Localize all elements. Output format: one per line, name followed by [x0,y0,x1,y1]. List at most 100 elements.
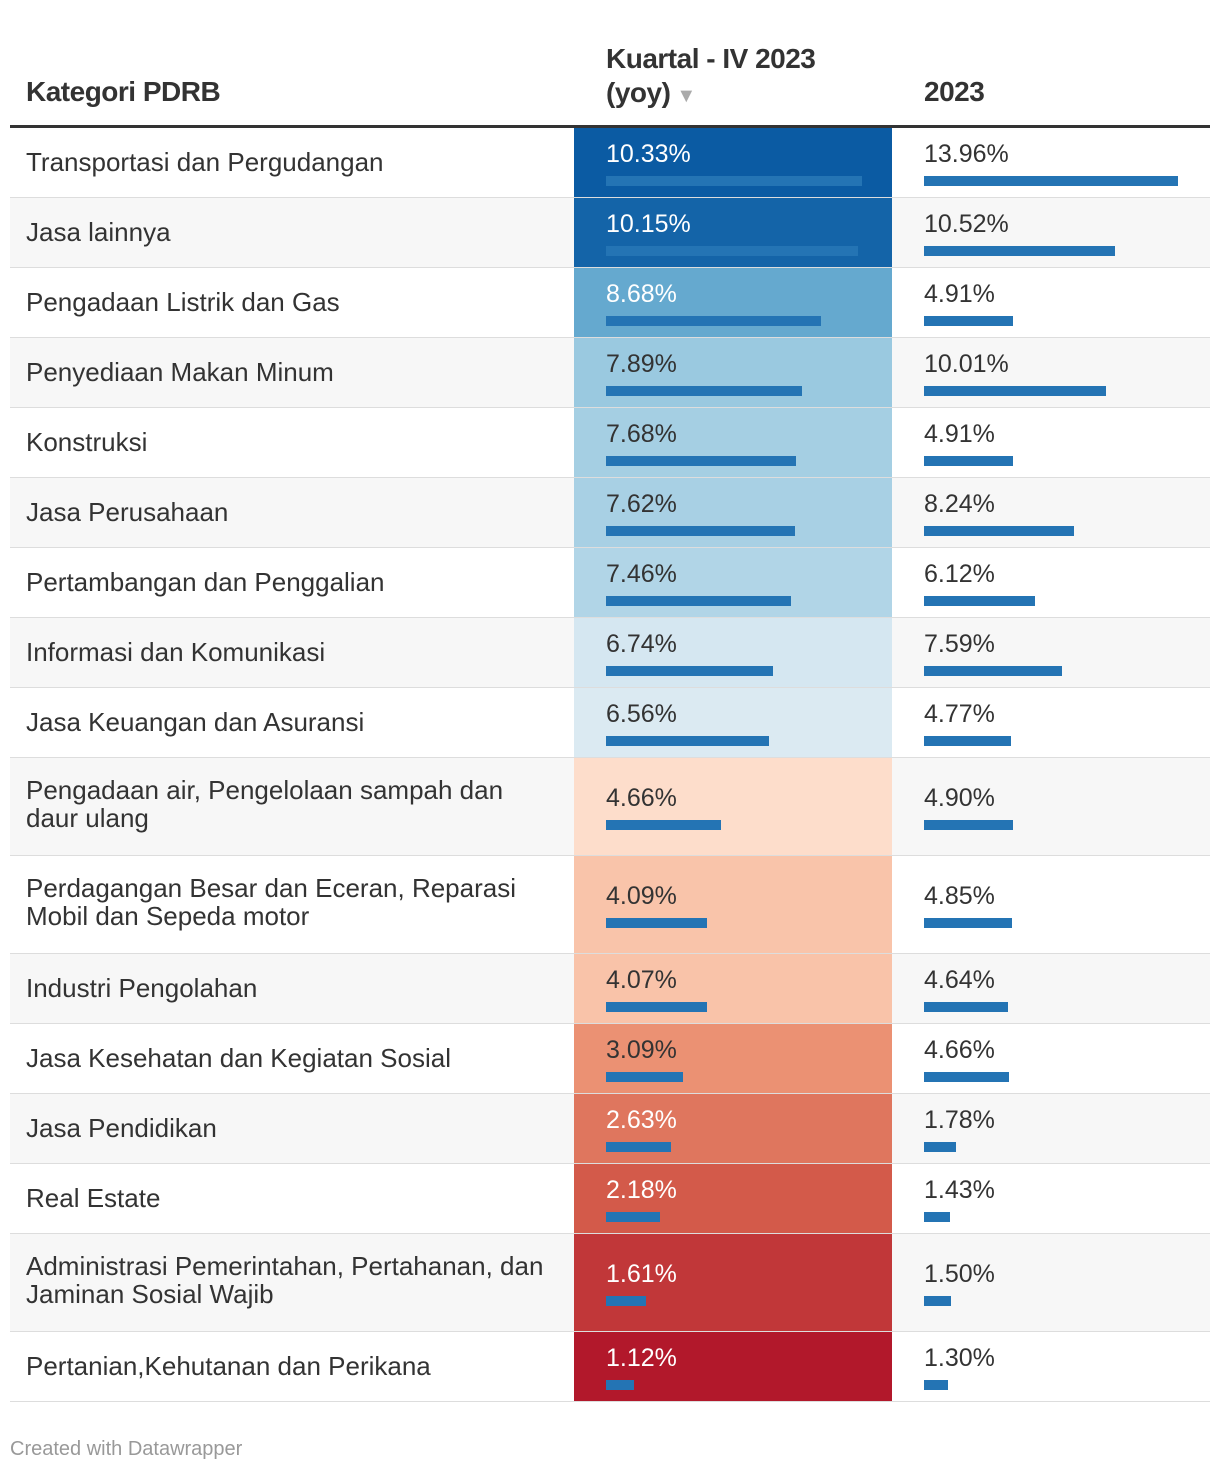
q4-heatmap-cell: 7.89% [574,338,892,407]
q4-value-label: 8.68% [606,280,677,308]
q4-bar [606,1002,707,1012]
year-bar [924,1002,1008,1012]
q4-value-label: 10.33% [606,140,691,168]
table-row: Pertanian,Kehutanan dan Perikana 1.12% 1.3… [10,1332,1210,1402]
q4-value-label: 1.61% [606,1260,677,1288]
year-bar [924,918,1012,928]
q4-heatmap-cell: 1.61% [574,1234,892,1331]
table-row: Real Estate 2.18% 1.43% [10,1164,1210,1234]
year-value-label: 4.91% [924,280,995,308]
table-row: Jasa lainnya 10.15% 10.52% [10,198,1210,268]
year-bar [924,820,1013,830]
year-bar [924,596,1035,606]
q4-bar [606,1296,646,1306]
year-value-label: 1.50% [924,1260,995,1288]
q4-heatmap-cell: 4.66% [574,758,892,855]
q4-heatmap-cell: 2.18% [574,1164,892,1233]
row-category: Penyediaan Makan Minum [26,357,334,387]
q4-heatmap-cell: 6.56% [574,688,892,757]
year-bar [924,246,1115,256]
q4-value-label: 2.63% [606,1106,677,1134]
q4-bar [606,386,802,396]
table-body: Transportasi dan Pergudangan 10.33% 13.96%… [10,128,1210,1402]
row-category: Jasa Keuangan dan Asuransi [26,707,365,737]
data-table: Kategori PDRB Kuartal - IV 2023 (yoy) ▼ 2… [10,0,1210,1402]
row-category: Real Estate [26,1183,161,1213]
table-row: Transportasi dan Pergudangan 10.33% 13.96% [10,128,1210,198]
year-bar [924,526,1074,536]
q4-heatmap-cell: 2.63% [574,1094,892,1163]
row-category: Jasa Perusahaan [26,497,229,527]
q4-bar [606,666,773,676]
q4-heatmap-cell: 7.46% [574,548,892,617]
table-row: Perdagangan Besar dan Eceran, Reparasi M… [10,856,1210,954]
q4-heatmap-cell: 4.07% [574,954,892,1023]
q4-value-label: 6.74% [606,630,677,658]
year-bar [924,736,1011,746]
q4-value-label: 6.56% [606,700,677,728]
year-value-label: 4.64% [924,966,995,994]
q4-heatmap-cell: 4.09% [574,856,892,953]
q4-value-label: 7.46% [606,560,677,588]
table-row: Jasa Keuangan dan Asuransi 6.56% 4.77% [10,688,1210,758]
row-category: Transportasi dan Pergudangan [26,147,384,177]
row-category: Pengadaan air, Pengelolaan sampah dan da… [26,775,504,833]
year-bar [924,386,1106,396]
table-row: Pengadaan air, Pengelolaan sampah dan da… [10,758,1210,856]
q4-heatmap-cell: 1.12% [574,1332,892,1401]
row-category: Jasa Kesehatan dan Kegiatan Sosial [26,1043,451,1073]
column-header-category[interactable]: Kategori PDRB [26,76,221,107]
q4-value-label: 2.18% [606,1176,677,1204]
footer-credit: Created with Datawrapper [10,1438,243,1460]
row-category: Pertambangan dan Penggalian [26,567,385,597]
year-value-label: 13.96% [924,140,1009,168]
q4-heatmap-cell: 10.15% [574,198,892,267]
q4-heatmap-cell: 3.09% [574,1024,892,1093]
q4-heatmap-cell: 7.68% [574,408,892,477]
q4-value-label: 4.66% [606,784,677,812]
q4-value-label: 10.15% [606,210,691,238]
year-bar [924,456,1013,466]
year-value-label: 4.85% [924,882,995,910]
row-category: Administrasi Pemerintahan, Pertahanan, d… [26,1251,544,1309]
q4-value-label: 3.09% [606,1036,677,1064]
year-value-label: 4.90% [924,784,995,812]
q4-bar [606,456,796,466]
year-value-label: 4.66% [924,1036,995,1064]
table-row: Penyediaan Makan Minum 7.89% 10.01% [10,338,1210,408]
year-bar [924,666,1062,676]
table-row: Jasa Kesehatan dan Kegiatan Sosial 3.09% 4… [10,1024,1210,1094]
q4-bar [606,526,795,536]
year-bar [924,1212,950,1222]
table-header: Kategori PDRB Kuartal - IV 2023 (yoy) ▼ 2… [10,0,1210,128]
q4-bar [606,1072,683,1082]
q4-bar [606,736,769,746]
q4-value-label: 7.68% [606,420,677,448]
table-row: Informasi dan Komunikasi 6.74% 7.59% [10,618,1210,688]
table-row: Industri Pengolahan 4.07% 4.64% [10,954,1210,1024]
q4-heatmap-cell: 10.33% [574,128,892,197]
q4-bar [606,1142,671,1152]
year-value-label: 4.77% [924,700,995,728]
q4-heatmap-cell: 8.68% [574,268,892,337]
row-category: Informasi dan Komunikasi [26,637,326,667]
table-row: Jasa Pendidikan 2.63% 1.78% [10,1094,1210,1164]
year-value-label: 10.01% [924,350,1009,378]
sort-down-icon[interactable]: ▼ [676,85,696,107]
year-value-label: 7.59% [924,630,995,658]
year-bar [924,1142,956,1152]
year-value-label: 4.91% [924,420,995,448]
column-header-year[interactable]: 2023 [924,76,985,107]
q4-value-label: 1.12% [606,1344,677,1372]
q4-value-label: 7.62% [606,490,677,518]
q4-bar [606,820,721,830]
column-header-q4[interactable]: Kuartal - IV 2023 (yoy) ▼ [606,42,816,113]
q4-heatmap-cell: 7.62% [574,478,892,547]
table-row: Jasa Perusahaan 7.62% 8.24% [10,478,1210,548]
table-row: Administrasi Pemerintahan, Pertahanan, d… [10,1234,1210,1332]
column-header-q4-title: Kuartal - IV 2023 [606,43,816,74]
row-category: Jasa lainnya [26,217,171,247]
year-bar [924,316,1013,326]
year-bar [924,1072,1009,1082]
q4-bar [606,246,858,256]
